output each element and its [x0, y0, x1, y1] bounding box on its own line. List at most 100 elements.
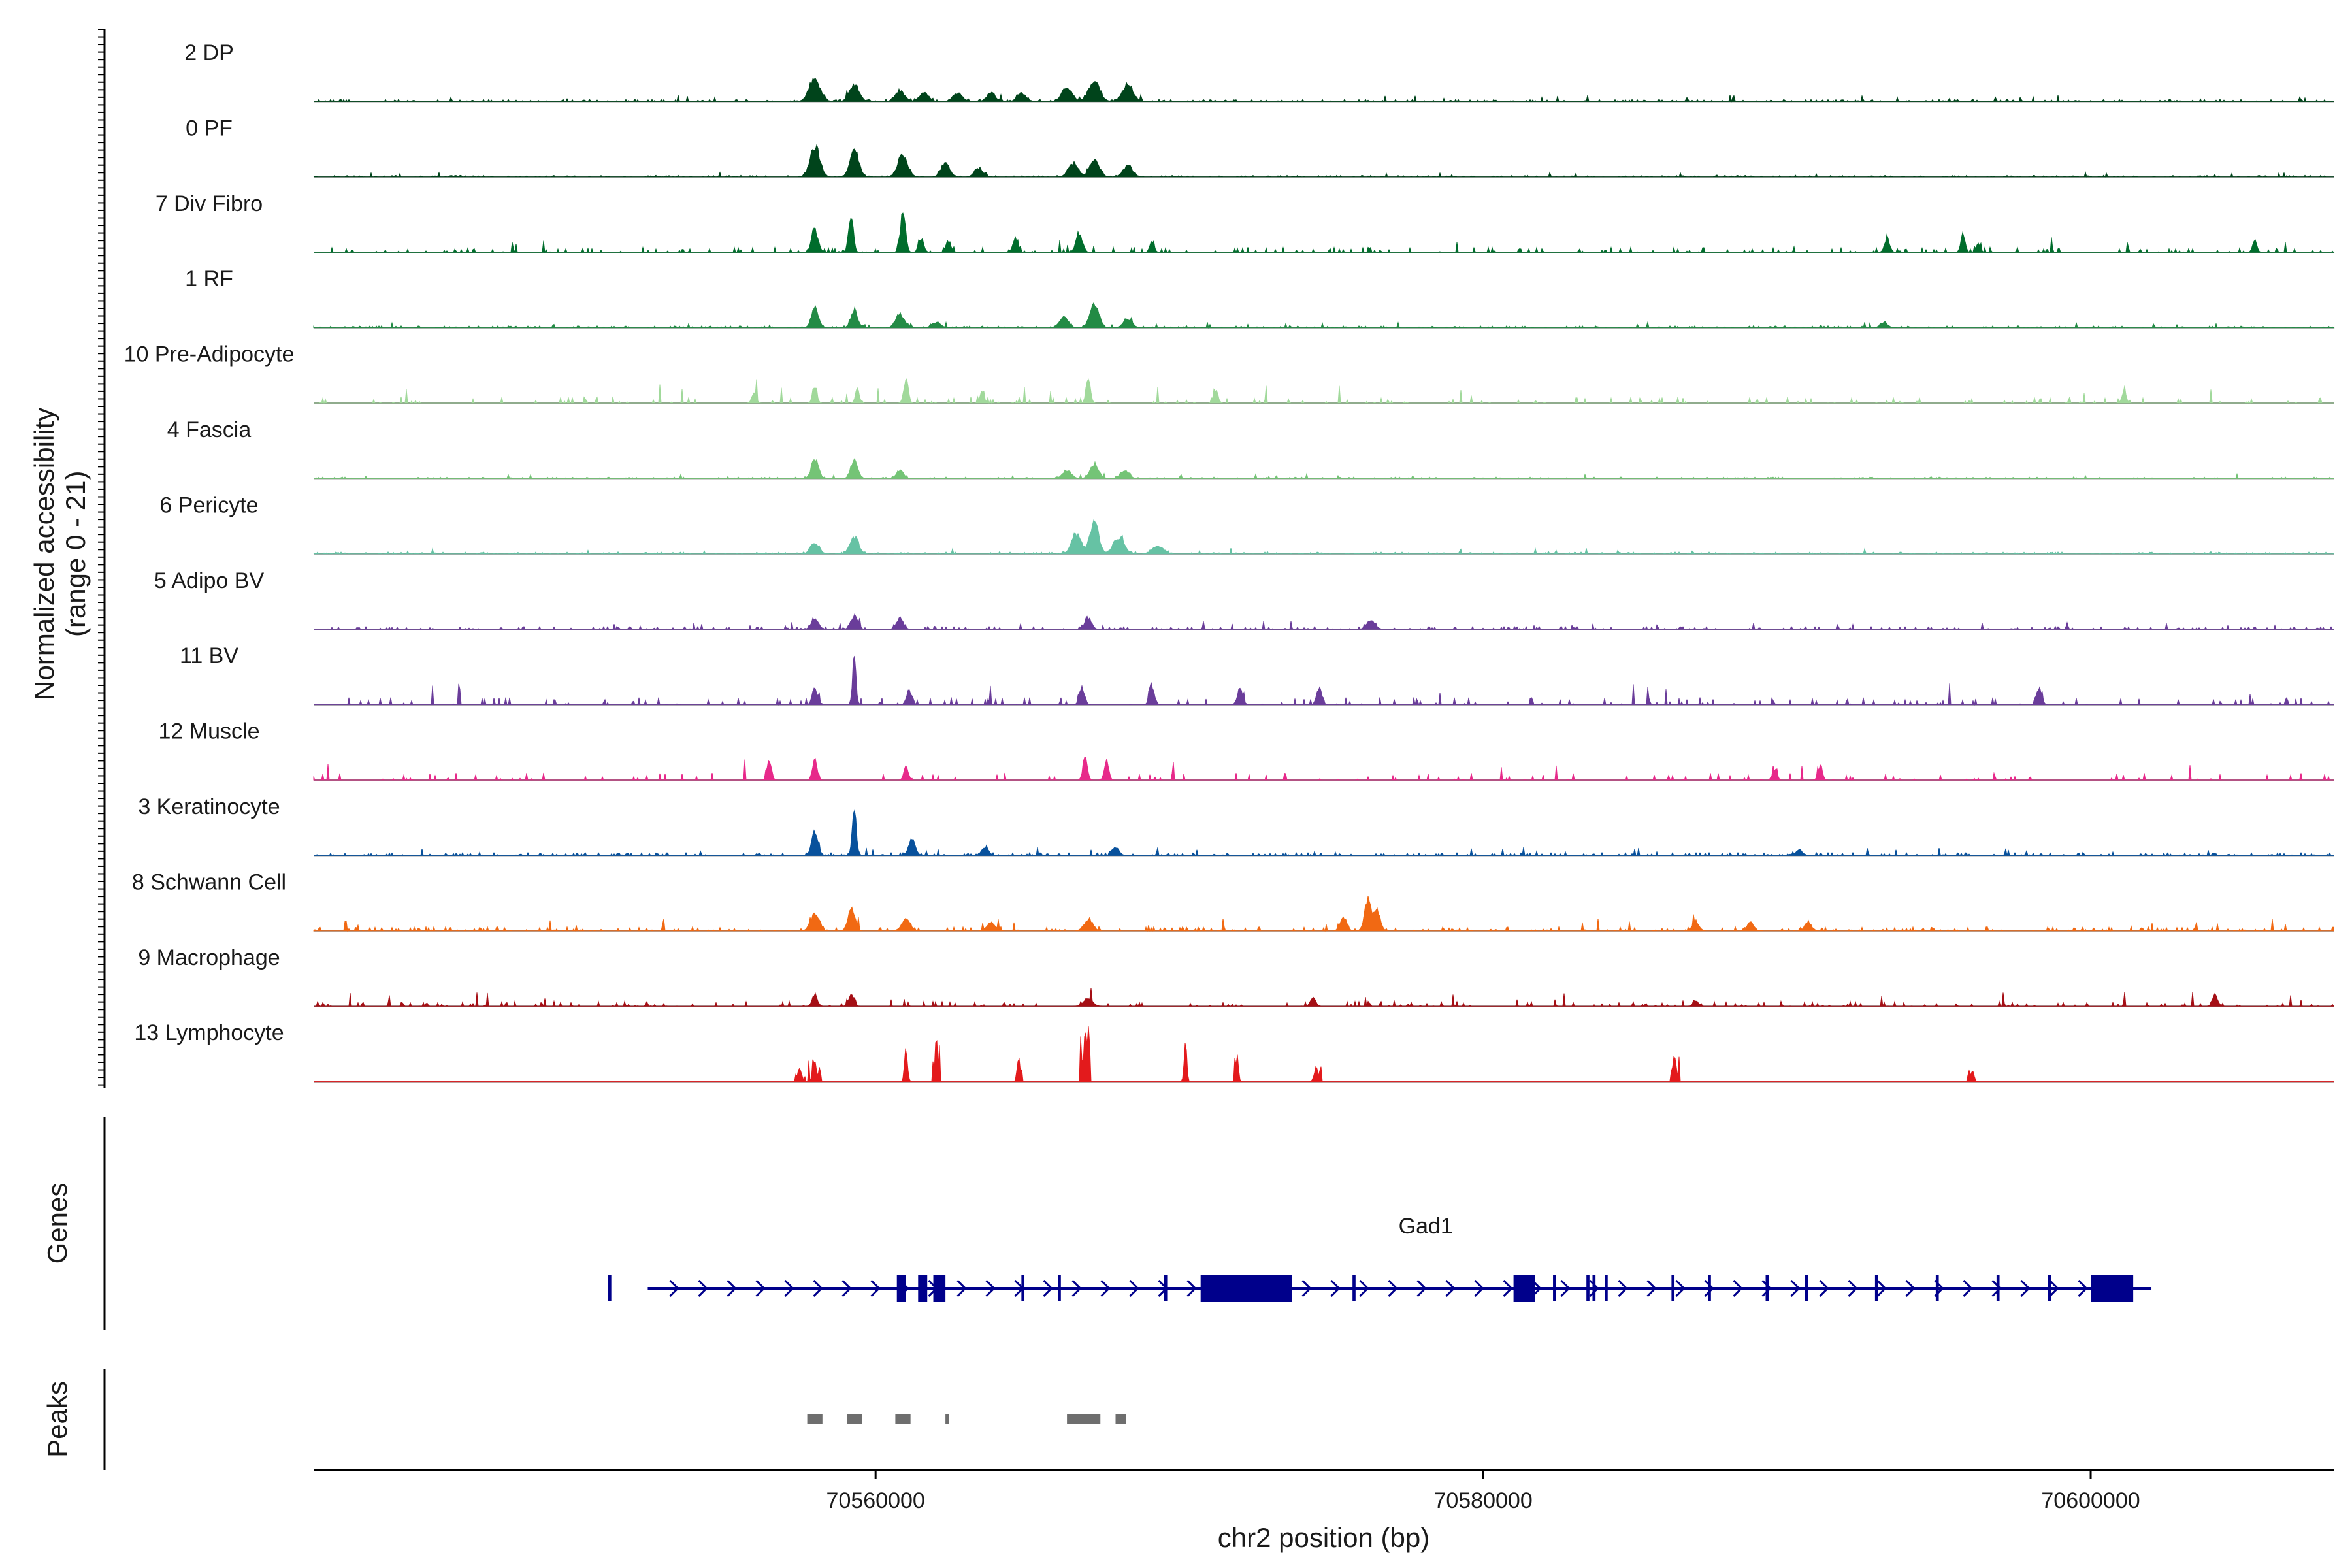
track-6-pericyte: 6 Pericyte	[159, 493, 2334, 555]
track-signal	[314, 809, 2334, 857]
genes-panel: Genes Gad1	[42, 1117, 2152, 1330]
y-axis-label: Normalized accessibility	[29, 408, 59, 700]
gene-exon	[1058, 1275, 1061, 1301]
track-label: 5 Adipo BV	[154, 568, 265, 593]
track-signal	[314, 613, 2334, 630]
gene-exon	[933, 1275, 946, 1302]
peaks-panel-label: Peaks	[42, 1381, 73, 1458]
gene-strand-arrow	[813, 1279, 823, 1298]
gene-exon	[2048, 1275, 2051, 1301]
gene-exon	[1671, 1275, 1675, 1301]
gene-exon	[1805, 1275, 1808, 1301]
track-label: 3 Keratinocyte	[138, 794, 280, 819]
gene-strand-arrow	[1531, 1279, 1542, 1298]
gene-exon	[1553, 1275, 1556, 1301]
gene-strand-arrow	[1071, 1279, 1082, 1298]
track-signal	[314, 378, 2334, 404]
gene-strand-arrow	[1963, 1279, 1973, 1298]
track-signal	[314, 212, 2335, 254]
gene-strand-arrow	[1445, 1279, 1456, 1298]
track-signal	[313, 144, 2334, 178]
gene-strand-arrow	[985, 1279, 996, 1298]
gene-strand-arrow	[1905, 1279, 1916, 1298]
gene-exon	[896, 1275, 906, 1302]
track-label: 0 PF	[186, 116, 233, 140]
gene-strand-arrow	[1733, 1279, 1743, 1298]
gene-strand-arrow	[1100, 1279, 1111, 1298]
gene-strand-arrow	[669, 1279, 679, 1298]
gene-exon	[1592, 1275, 1596, 1301]
track-label: 1 RF	[185, 267, 233, 291]
track-label: 4 Fascia	[167, 417, 252, 442]
track-signal	[314, 1026, 2334, 1083]
peak-region	[895, 1414, 911, 1424]
gene-exon	[1765, 1275, 1769, 1301]
gene-exon	[1708, 1275, 1711, 1301]
track-label: 8 Schwann Cell	[132, 870, 286, 894]
coverage-tracks: 2 DP 0 PF 7 Div Fibro 1 RF 10 Pre-Adipocyte 4…	[124, 41, 2335, 1083]
gene-strand-arrow	[1560, 1279, 1571, 1298]
gene-exon	[1200, 1275, 1292, 1302]
gene-strand-arrow	[784, 1279, 794, 1298]
track-label: 7 Div Fibro	[155, 191, 263, 216]
track-2-dp: 2 DP	[184, 41, 2334, 103]
gene-strand-arrow	[2049, 1279, 2059, 1298]
x-tick-label: 70560000	[826, 1488, 925, 1513]
track-0-pf: 0 PF	[186, 116, 2334, 178]
track-label: 13 Lymphocyte	[134, 1021, 284, 1045]
gene-strand-arrow	[1359, 1279, 1369, 1298]
gene-strand-arrow	[1675, 1279, 1686, 1298]
track-signal	[314, 655, 2334, 706]
track-signal	[314, 457, 2334, 480]
genes-panel-label: Genes	[42, 1183, 73, 1264]
gene-strand-arrow	[870, 1279, 881, 1298]
track-signal	[313, 302, 2335, 329]
gene-strand-arrow	[1646, 1279, 1657, 1298]
track-signal	[314, 988, 2334, 1008]
track-label: 12 Muscle	[159, 719, 260, 744]
track-1-rf: 1 RF	[185, 267, 2335, 329]
gene-exon	[1164, 1275, 1168, 1301]
gene-strand-arrow	[1848, 1279, 1858, 1298]
gene-strand-arrow	[1186, 1279, 1197, 1298]
track-signal	[314, 78, 2334, 103]
gene-strand-arrow	[2078, 1279, 2088, 1298]
gene-exon	[1021, 1275, 1025, 1301]
gene-strand-arrow	[1388, 1279, 1398, 1298]
gene-strand-arrow	[1589, 1279, 1599, 1298]
gene-strand-arrow	[1043, 1279, 1053, 1298]
x-tick-label: 70600000	[2041, 1488, 2140, 1513]
track-8-schwann-cell: 8 Schwann Cell	[132, 870, 2334, 932]
gene-strand-arrow	[755, 1279, 766, 1298]
peak-region	[1115, 1414, 1126, 1424]
track-signal	[313, 757, 2334, 781]
gene-strand-arrow	[1503, 1279, 1513, 1298]
track-10-pre-adipocyte: 10 Pre-Adipocyte	[124, 342, 2334, 404]
gene-strand-arrow	[1416, 1279, 1427, 1298]
gene-strand-arrow	[1704, 1279, 1714, 1298]
x-axis-label: chr2 position (bp)	[1218, 1522, 1430, 1553]
track-5-adipo-bv: 5 Adipo BV	[154, 568, 2334, 630]
gene-exon	[1513, 1275, 1535, 1302]
gene-strand-arrow	[1330, 1279, 1341, 1298]
track-label: 2 DP	[184, 41, 234, 65]
gene-strand-arrow	[1819, 1279, 1829, 1298]
track-label: 10 Pre-Adipocyte	[124, 342, 295, 367]
gene-exon	[1996, 1275, 2000, 1301]
track-label: 11 BV	[180, 644, 238, 668]
gene-exon	[1874, 1275, 1878, 1301]
peak-region	[1067, 1414, 1101, 1424]
track-12-muscle: 12 Muscle	[159, 719, 2334, 781]
gene-exon	[608, 1275, 612, 1301]
y-axis-range-label: (range 0 - 21)	[60, 471, 91, 637]
gene-strand-arrow	[727, 1279, 737, 1298]
gene-strand-arrow	[956, 1279, 967, 1298]
peak-region	[945, 1414, 949, 1424]
gene-name: Gad1	[1399, 1214, 1453, 1239]
gene-strand-arrow	[2020, 1279, 2031, 1298]
track-7-div-fibro: 7 Div Fibro	[155, 191, 2335, 254]
peak-region	[807, 1414, 823, 1424]
track-signal	[313, 519, 2334, 555]
gene-exon	[1935, 1275, 1939, 1301]
